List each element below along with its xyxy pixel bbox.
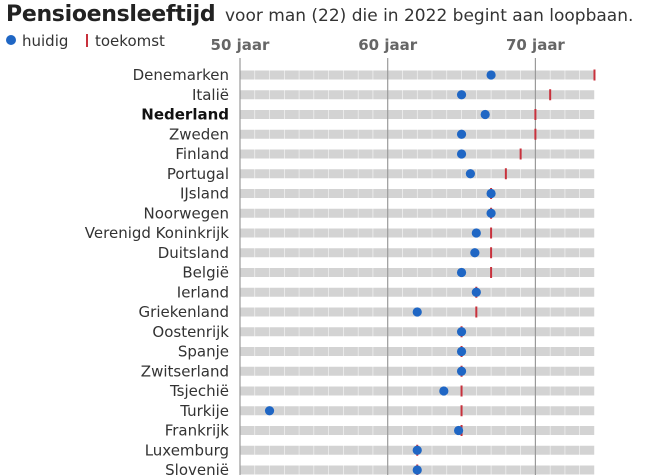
current-dot: [456, 90, 467, 100]
current-dot: [439, 386, 449, 396]
country-label: Griekenland: [139, 303, 229, 321]
current-dot: [456, 267, 467, 278]
x-tick-label: 70 jaar: [506, 36, 565, 54]
legend-item-future: toekomst: [86, 32, 165, 50]
current-dot-icon: [6, 35, 16, 45]
country-label: Ierland: [177, 283, 229, 301]
current-dot: [412, 445, 422, 455]
legend-future-label: toekomst: [95, 32, 165, 50]
x-tick-label: 50 jaar: [211, 36, 270, 54]
current-dot: [471, 228, 481, 238]
current-dot: [453, 425, 464, 436]
x-tick-label: 60 jaar: [358, 36, 417, 54]
current-dot: [456, 366, 467, 376]
current-dot: [456, 346, 467, 357]
future-tick: [534, 109, 537, 120]
country-label: Portugal: [167, 165, 229, 183]
future-tick: [519, 148, 522, 160]
current-dot: [480, 109, 490, 120]
current-dot: [486, 188, 496, 199]
country-label: België: [182, 264, 229, 282]
country-label: Nederland: [141, 106, 229, 124]
country-label: Slovenië: [165, 461, 229, 475]
country-label: Zwitserland: [141, 362, 229, 380]
future-tick: [460, 405, 463, 417]
legend-item-current: huidig: [6, 32, 68, 50]
future-tick: [549, 89, 552, 101]
future-tick: [490, 267, 493, 278]
country-label: Spanje: [178, 343, 229, 361]
current-dot: [456, 149, 467, 159]
future-tick: [593, 69, 596, 81]
future-tick: [504, 168, 507, 180]
current-dot: [471, 287, 481, 297]
country-label: Luxemburg: [145, 441, 229, 459]
country-label: Italië: [192, 86, 229, 104]
country-label: Oostenrijk: [152, 323, 229, 341]
current-dot: [465, 169, 476, 179]
current-dot: [264, 406, 275, 416]
current-dot: [456, 327, 467, 337]
chart-header: Pensioensleeftijd voor man (22) die in 2…: [0, 0, 660, 36]
future-tick: [534, 128, 537, 140]
country-label: Noorwegen: [144, 204, 230, 222]
country-label: Turkije: [179, 402, 229, 420]
future-tick: [490, 247, 493, 259]
country-label: Zweden: [169, 125, 229, 143]
current-dot: [486, 70, 496, 80]
chart-subtitle: voor man (22) die in 2022 begint aan loo…: [225, 6, 634, 26]
country-label: Duitsland: [158, 244, 229, 262]
chart-title: Pensioensleeftijd: [6, 2, 216, 27]
future-tick: [460, 385, 463, 397]
legend-current-label: huidig: [22, 32, 69, 50]
country-label: Denemarken: [133, 66, 229, 84]
country-label: IJsland: [180, 185, 229, 203]
current-dot: [412, 465, 422, 475]
future-tick-icon: [86, 34, 88, 47]
country-label: Verenigd Koninkrijk: [85, 224, 230, 242]
country-label: Frankrijk: [165, 422, 230, 440]
current-dot: [456, 129, 467, 139]
country-label: Finland: [175, 145, 229, 163]
country-label: Tsjechië: [169, 382, 229, 400]
current-dot: [470, 248, 480, 258]
current-dot: [412, 307, 422, 317]
future-tick: [475, 306, 478, 318]
future-tick: [490, 227, 493, 239]
current-dot: [486, 208, 496, 218]
